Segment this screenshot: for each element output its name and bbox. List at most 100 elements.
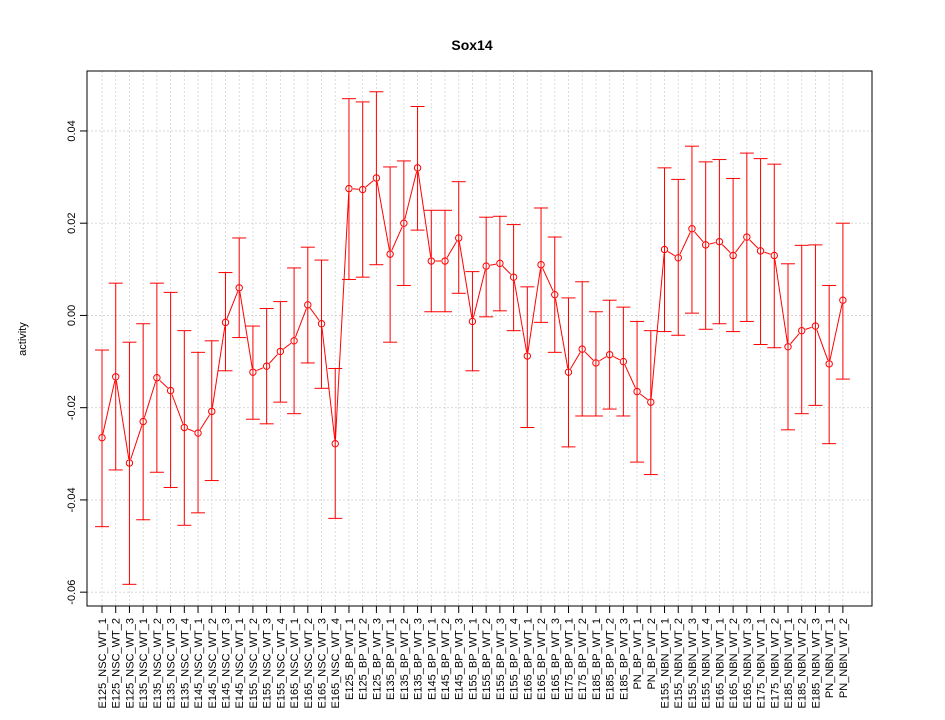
data-point xyxy=(674,254,682,262)
series-line-segment xyxy=(102,380,116,434)
x-tick-label: E125_BP_WT_1 xyxy=(344,618,356,700)
x-tick-label: E165_NBN_WT_3 xyxy=(742,618,754,709)
x-tick-label: E125_NSC_WT_2 xyxy=(111,618,123,709)
series-line-segment xyxy=(187,428,195,433)
series-line-segment xyxy=(624,364,636,389)
series-line-segment xyxy=(115,380,130,460)
series-line-segment xyxy=(211,326,226,408)
data-point xyxy=(715,237,724,246)
data-point xyxy=(372,174,381,182)
data-point xyxy=(633,387,641,396)
data-point xyxy=(770,251,778,260)
series-line-segment xyxy=(584,351,594,361)
series-line-segment xyxy=(667,251,676,257)
x-tick-label: E145_NSC_WT_1 xyxy=(234,618,246,709)
data-point xyxy=(811,322,820,330)
data-point xyxy=(98,433,106,442)
data-point xyxy=(496,259,504,268)
series-line-segment xyxy=(502,265,512,275)
x-tick-label: E135_BP_WT_3 xyxy=(413,618,425,700)
data-point xyxy=(537,261,545,269)
series-line-segment xyxy=(417,171,432,258)
x-tick-label: E145_BP_WT_1 xyxy=(426,618,438,700)
series-line-segment xyxy=(650,253,665,399)
series-line-segment xyxy=(268,354,279,364)
series-line-segment xyxy=(790,333,800,345)
x-tick-label: E175_BP_WT_2 xyxy=(577,618,589,700)
data-point xyxy=(235,284,243,292)
data-point xyxy=(660,245,669,254)
data-point xyxy=(564,368,573,376)
data-point xyxy=(166,386,175,395)
x-tick-label: E155_NSC_WT_4 xyxy=(275,618,287,709)
series-line-segment xyxy=(489,263,497,266)
x-tick-label: E165_NSC_WT_2 xyxy=(303,618,315,709)
series-line-segment xyxy=(159,380,169,389)
series-line-segment xyxy=(334,192,350,440)
x-tick-label: E165_NSC_WT_1 xyxy=(289,618,301,709)
x-tick-label: E145_NSC_WT_3 xyxy=(220,618,232,709)
data-point xyxy=(729,251,737,260)
series-line-segment xyxy=(570,352,581,369)
data-point xyxy=(825,360,833,368)
x-tick-label: E155_NBN_WT_1 xyxy=(660,618,672,709)
data-point xyxy=(221,318,230,327)
data-point xyxy=(262,362,271,370)
series-line-segment xyxy=(446,241,458,258)
data-point xyxy=(839,296,847,304)
data-point xyxy=(304,301,312,309)
x-tick-label: PN_NBN_WT_2 xyxy=(838,618,850,698)
series-line-segment xyxy=(365,180,374,188)
x-tick-label: E155_BP_WT_1 xyxy=(467,618,479,700)
series-line-segment xyxy=(404,171,418,220)
x-tick-label: E165_NSC_WT_4 xyxy=(330,618,342,709)
data-point xyxy=(743,233,751,241)
series-line-segment xyxy=(171,394,184,424)
x-tick-label: E185_BP_WT_1 xyxy=(591,618,603,700)
series-line-segment xyxy=(376,181,390,251)
series-line-segment xyxy=(130,425,143,460)
x-tick-label: E125_NSC_WT_3 xyxy=(124,618,136,709)
x-tick-label: E185_BP_WT_3 xyxy=(618,618,630,700)
series-line-segment xyxy=(321,327,336,440)
x-tick-label: E125_NSC_WT_1 xyxy=(97,618,109,709)
x-tick-label: E145_NSC_WT_2 xyxy=(207,618,219,709)
x-tick-label: E175_BP_WT_1 xyxy=(563,618,575,700)
x-tick-label: E135_BP_WT_1 xyxy=(385,618,397,700)
data-point xyxy=(551,290,559,299)
series-line-segment xyxy=(612,355,621,361)
data-point xyxy=(317,320,326,328)
x-tick-label: E135_NSC_WT_4 xyxy=(179,618,191,709)
series-line-segment xyxy=(226,291,239,319)
x-tick-label: E135_NSC_WT_2 xyxy=(152,618,164,709)
x-tick-label: E185_NBN_WT_1 xyxy=(783,618,795,709)
x-tick-label: E155_BP_WT_3 xyxy=(495,618,507,700)
data-point xyxy=(798,326,806,335)
x-tick-label: E125_BP_WT_3 xyxy=(371,618,383,700)
x-tick-label: E145_BP_WT_3 xyxy=(454,618,466,700)
x-tick-label: E165_NSC_WT_3 xyxy=(317,618,329,709)
y-tick-label: -0.02 xyxy=(66,395,78,420)
y-axis: -0.06 -0.04 -0.02 0.00 0.02 0.04 xyxy=(66,120,88,605)
series-line-segment xyxy=(199,414,211,430)
x-tick-label: E155_NSC_WT_2 xyxy=(248,618,260,709)
data-point xyxy=(523,352,532,360)
x-tick-label: E165_BP_WT_2 xyxy=(536,618,548,700)
y-tick-label: 0.02 xyxy=(66,212,78,233)
x-tick-label: E135_NSC_WT_1 xyxy=(138,618,150,709)
series-line-segment xyxy=(679,232,691,255)
series-line-segment xyxy=(309,307,320,321)
data-point xyxy=(125,459,134,467)
x-tick-label: PN_NBN_WT_1 xyxy=(824,618,836,698)
series-line-segment xyxy=(764,251,771,255)
x-tick-label: E135_NSC_WT_3 xyxy=(166,618,178,709)
x-tick-label: PN_BP_WT_1 xyxy=(632,618,644,690)
series-line-segment xyxy=(143,381,157,418)
y-tick-label: -0.06 xyxy=(66,580,78,605)
data-point xyxy=(756,247,765,255)
y-tick-label: 0.00 xyxy=(66,305,78,326)
x-tick-label: E175_NBN_WT_1 xyxy=(756,618,768,709)
data-point xyxy=(153,374,161,382)
data-point xyxy=(468,317,477,326)
